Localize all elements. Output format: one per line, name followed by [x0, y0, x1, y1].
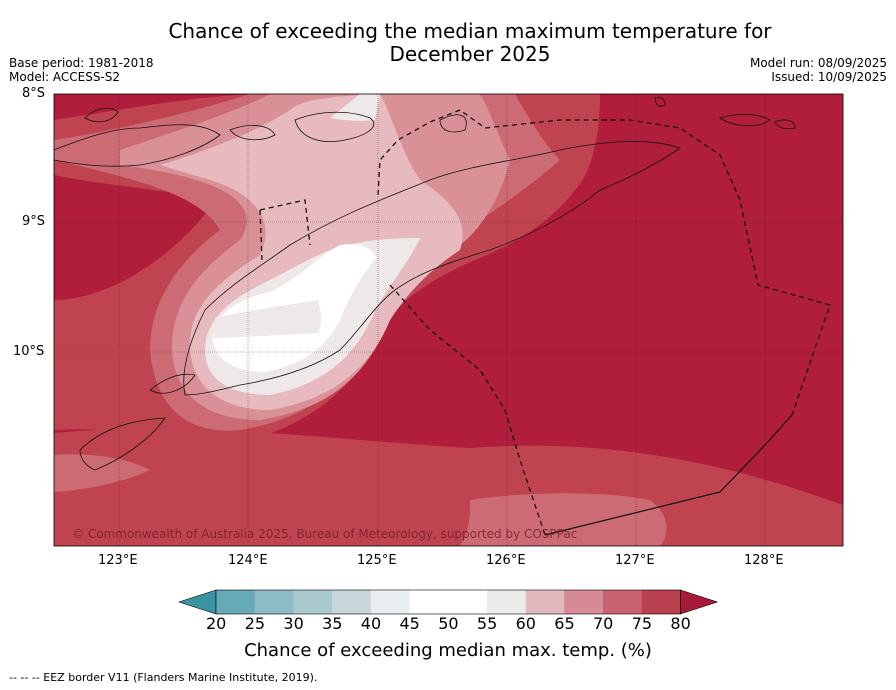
- base-period: Base period: 1981-2018: [9, 56, 154, 70]
- title-line-1: Chance of exceeding the median maximum t…: [168, 19, 772, 43]
- colorbar-swatch: [486, 590, 527, 614]
- colorbar-tick-label: 30: [283, 614, 304, 633]
- colorbar-swatch: [641, 590, 681, 614]
- lat-label-9s: 9°S: [22, 214, 46, 229]
- colorbar-frame: [215, 589, 681, 615]
- colorbar-swatch: [293, 590, 333, 614]
- colorbar: [178, 589, 719, 615]
- colorbar-tick-label: 55: [476, 614, 498, 633]
- colorbar-swatch: [409, 590, 449, 614]
- map-area: [54, 94, 843, 546]
- colorbar-tick-label: 70: [593, 614, 614, 633]
- lon-label-123e: 123°E: [98, 553, 138, 568]
- lon-label-125e: 125°E: [357, 553, 397, 568]
- colorbar-swatch: [564, 590, 604, 614]
- contour-70-sw: [54, 454, 150, 492]
- copyright-text: © Commonwealth of Australia 2025, Bureau…: [72, 527, 578, 541]
- contour-60-n: [230, 111, 385, 162]
- lon-label-127e: 127°E: [615, 553, 655, 568]
- model-name: Model: ACCESS-S2: [9, 70, 121, 84]
- colorbar-swatch: [254, 590, 294, 614]
- lon-label-126e: 126°E: [486, 553, 526, 568]
- contour-55-n: [330, 94, 380, 121]
- colorbar-tick-label: 25: [244, 614, 266, 633]
- colorbar-swatch: [216, 590, 256, 614]
- colorbar-tick-label: 60: [515, 614, 536, 633]
- eez-border-solid: [544, 414, 793, 536]
- map-frame: [53, 93, 844, 547]
- colorbar-swatch: [525, 590, 565, 614]
- colorbar-tick-label: 35: [322, 614, 343, 633]
- lon-label-124e: 124°E: [228, 553, 268, 568]
- lat-label-8s: 8°S: [22, 86, 46, 101]
- colorbar-swatch: [370, 590, 410, 614]
- meta-right: Model run: 08/09/2025 Issued: 10/09/2025: [750, 56, 887, 84]
- meta-left: Base period: 1981-2018 Model: ACCESS-S2: [9, 56, 154, 84]
- issued-date: Issued: 10/09/2025: [771, 70, 887, 84]
- contour-inner: [214, 300, 321, 338]
- graticule: [54, 94, 843, 546]
- colorbar-extend-high: [680, 589, 719, 615]
- map-title: Chance of exceeding the median maximum t…: [120, 20, 820, 66]
- colorbar-tick-label: 45: [399, 614, 420, 633]
- colorbar-tick-label: 50: [438, 614, 459, 633]
- eez-footnote: -- -- -- EEZ border V11 (Flanders Marine…: [9, 671, 318, 684]
- colorbar-swatch: [332, 590, 372, 614]
- contour-70-s: [460, 493, 667, 546]
- title-line-2: December 2025: [389, 42, 551, 66]
- model-run: Model run: 08/09/2025: [749, 56, 887, 70]
- colorbar-title: Chance of exceeding median max. temp. (%…: [244, 640, 652, 661]
- colorbar-tick-label: 80: [670, 614, 691, 633]
- colorbar-tick-label: 20: [206, 614, 227, 633]
- lon-label-128e: 128°E: [744, 553, 784, 568]
- colorbar-extend-low: [178, 589, 217, 615]
- coastlines: [54, 96, 796, 471]
- colorbar-tick-label: 65: [554, 614, 575, 633]
- lat-label-10s: 10°S: [13, 344, 45, 359]
- eez-border: [259, 109, 831, 536]
- colorbar-swatch: [448, 590, 488, 614]
- colorbar-tick-label: 75: [631, 614, 653, 633]
- colorbar-swatch: [603, 590, 643, 614]
- colorbar-tick-label: 40: [360, 614, 382, 633]
